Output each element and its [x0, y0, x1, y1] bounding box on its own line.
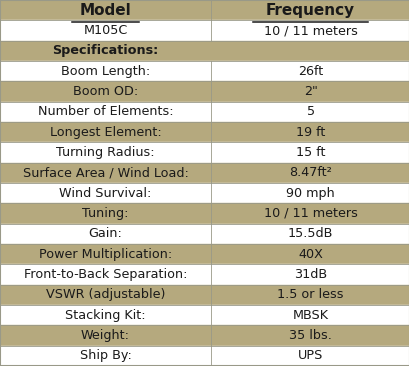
Text: Frequency: Frequency [265, 3, 354, 18]
Bar [0, 264, 409, 285]
Text: Tuning:: Tuning: [82, 207, 128, 220]
Text: 10 / 11 meters: 10 / 11 meters [263, 207, 357, 220]
Text: 2": 2" [303, 85, 317, 98]
Text: 5: 5 [306, 105, 314, 118]
Bar [0, 305, 409, 325]
Text: 31dB: 31dB [293, 268, 326, 281]
Text: 90 mph: 90 mph [285, 187, 334, 200]
Bar [0, 163, 409, 183]
Text: Ship By:: Ship By: [79, 349, 131, 362]
Bar [0, 346, 409, 366]
Text: 35 lbs.: 35 lbs. [288, 329, 331, 342]
Text: Model: Model [79, 3, 131, 18]
Bar [0, 20, 409, 41]
Text: Longest Element:: Longest Element: [49, 126, 161, 139]
Bar [0, 61, 409, 81]
Text: 26ft: 26ft [297, 65, 322, 78]
Text: Stacking Kit:: Stacking Kit: [65, 309, 146, 322]
Bar [0, 41, 409, 61]
Text: Boom Length:: Boom Length: [61, 65, 150, 78]
Text: Specifications:: Specifications: [52, 44, 158, 57]
Bar [0, 224, 409, 244]
Text: Boom OD:: Boom OD: [73, 85, 138, 98]
Text: VSWR (adjustable): VSWR (adjustable) [46, 288, 165, 301]
Bar [0, 102, 409, 122]
Text: 10 / 11 meters: 10 / 11 meters [263, 24, 357, 37]
Text: Power Multiplication:: Power Multiplication: [39, 248, 172, 261]
Text: 19 ft: 19 ft [295, 126, 324, 139]
Bar [0, 122, 409, 142]
Text: Weight:: Weight: [81, 329, 130, 342]
Bar [0, 244, 409, 264]
Text: 15 ft: 15 ft [295, 146, 324, 159]
Text: Number of Elements:: Number of Elements: [38, 105, 173, 118]
Text: Wind Survival:: Wind Survival: [59, 187, 151, 200]
Text: M105C: M105C [83, 24, 128, 37]
Bar [0, 0, 409, 20]
Bar [0, 81, 409, 102]
Bar [0, 325, 409, 346]
Text: 1.5 or less: 1.5 or less [276, 288, 343, 301]
Bar [0, 142, 409, 163]
Text: Turning Radius:: Turning Radius: [56, 146, 155, 159]
Text: 8.47ft²: 8.47ft² [288, 166, 331, 179]
Text: Gain:: Gain: [88, 227, 122, 240]
Bar [0, 183, 409, 203]
Text: Front-to-Back Separation:: Front-to-Back Separation: [24, 268, 187, 281]
Text: 15.5dB: 15.5dB [287, 227, 333, 240]
Text: UPS: UPS [297, 349, 322, 362]
Text: MBSK: MBSK [292, 309, 328, 322]
Bar [0, 285, 409, 305]
Bar [0, 203, 409, 224]
Text: Surface Area / Wind Load:: Surface Area / Wind Load: [22, 166, 188, 179]
Text: 40X: 40X [297, 248, 322, 261]
